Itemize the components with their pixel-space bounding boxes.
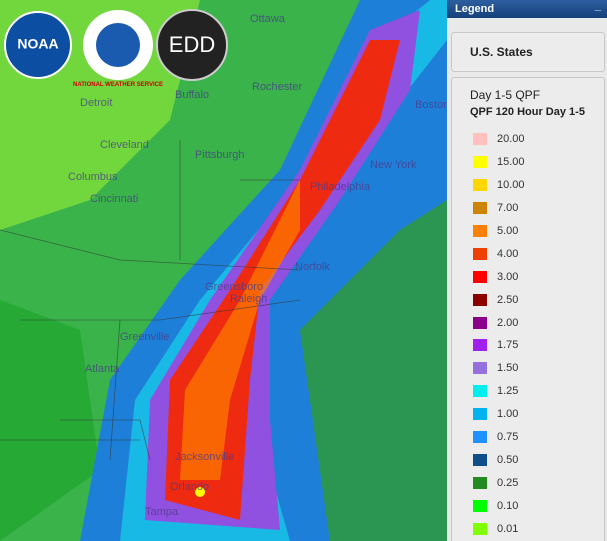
layer-name[interactable]: Day 1-5 QPF bbox=[470, 88, 541, 102]
legend-entry: 1.50 bbox=[473, 357, 525, 380]
city-label: Cincinnati bbox=[90, 193, 138, 205]
city-label: Orlando bbox=[170, 481, 209, 493]
legend-swatch bbox=[473, 293, 487, 306]
legend-label: 15.00 bbox=[497, 156, 525, 169]
legend-entry: 15.00 bbox=[473, 151, 525, 174]
legend-entry: 2.00 bbox=[473, 311, 525, 334]
legend-swatch bbox=[473, 408, 487, 421]
layer-box: Day 1-5 QPF QPF 120 Hour Day 1-5 20.00 15… bbox=[451, 77, 605, 541]
legend-label: 2.00 bbox=[497, 316, 519, 329]
legend-swatch bbox=[473, 522, 487, 535]
legend-swatch bbox=[473, 156, 487, 169]
legend-swatch bbox=[473, 431, 487, 444]
legend-swatch bbox=[473, 385, 487, 398]
noaa-text: NOAA bbox=[17, 36, 58, 52]
legend-entry: 0.50 bbox=[473, 448, 525, 471]
city-label: Pittsburgh bbox=[195, 149, 245, 161]
city-label: Greensboro bbox=[205, 281, 263, 293]
logos: NOAA NATIONAL WEATHER SERVICE EDD bbox=[4, 9, 228, 88]
legend-entry: 3.00 bbox=[473, 265, 525, 288]
legend-entry: 0.10 bbox=[473, 494, 525, 517]
legend-swatch bbox=[473, 133, 487, 146]
legend-panel: Legend _ U.S. States Day 1-5 QPF QPF 120 … bbox=[447, 0, 607, 541]
city-label: Greenville bbox=[120, 331, 170, 343]
legend-entry: 0.25 bbox=[473, 471, 525, 494]
city-label: Columbus bbox=[68, 171, 118, 183]
city-label: Atlanta bbox=[85, 363, 120, 375]
rain-area bbox=[0, 300, 100, 541]
legend-label: 7.00 bbox=[497, 202, 519, 215]
legend-entry: 1.25 bbox=[473, 380, 525, 403]
map: NOAA NATIONAL WEATHER SERVICE EDD Ottawa… bbox=[0, 0, 447, 541]
edd-text: EDD bbox=[169, 32, 215, 57]
legend-entry: 1.75 bbox=[473, 334, 525, 357]
layer-box: U.S. States bbox=[451, 32, 605, 72]
legend-entry: 5.00 bbox=[473, 220, 525, 243]
legend-label: 5.00 bbox=[497, 225, 519, 237]
legend-label: 1.75 bbox=[497, 339, 519, 352]
legend-swatch bbox=[473, 202, 487, 215]
city-label: Philadelphia bbox=[310, 181, 371, 193]
legend-label: 10.00 bbox=[497, 179, 525, 192]
legend-swatch bbox=[473, 225, 487, 237]
legend-label: 0.25 bbox=[497, 476, 519, 489]
legend-entry: 7.00 bbox=[473, 197, 525, 220]
legend-label: 1.25 bbox=[497, 385, 519, 398]
city-label: Detroit bbox=[80, 97, 112, 109]
layer-name[interactable]: U.S. States bbox=[470, 45, 533, 59]
legend-title: Legend bbox=[455, 3, 495, 15]
legend-entry: 1.00 bbox=[473, 403, 525, 426]
city-label: Cleveland bbox=[100, 139, 149, 151]
city-label: Raleigh bbox=[230, 293, 267, 305]
legend-label: 20.00 bbox=[497, 133, 525, 146]
city-label: Jacksonville bbox=[175, 451, 234, 463]
legend-swatch bbox=[473, 316, 487, 329]
city-label: Ottawa bbox=[250, 13, 286, 25]
legend-label: 3.00 bbox=[497, 270, 519, 283]
legend-label: 1.00 bbox=[497, 408, 519, 421]
legend-label: 4.00 bbox=[497, 247, 519, 260]
legend-swatch bbox=[473, 339, 487, 352]
legend-entry: 0.01 bbox=[473, 517, 525, 540]
legend-label: 0.75 bbox=[497, 431, 519, 444]
legend-swatch bbox=[473, 179, 487, 192]
city-label: New York bbox=[370, 159, 417, 171]
edd-logo bbox=[156, 9, 228, 81]
legend-swatch bbox=[473, 476, 487, 489]
legend-swatch bbox=[473, 270, 487, 283]
legend-entry: 2.50 bbox=[473, 288, 525, 311]
nws-inner bbox=[96, 23, 140, 67]
layer-subtitle: QPF 120 Hour Day 1-5 bbox=[470, 106, 585, 118]
legend-swatch bbox=[473, 362, 487, 375]
city-label: Tampa bbox=[145, 506, 179, 518]
legend-label: 0.50 bbox=[497, 453, 519, 466]
legend-swatch bbox=[473, 499, 487, 512]
city-label: Buffalo bbox=[175, 89, 209, 101]
rain-peak bbox=[195, 487, 205, 497]
nws-text: NATIONAL WEATHER SERVICE bbox=[73, 82, 163, 88]
city-label: Rochester bbox=[252, 81, 302, 93]
state-borders bbox=[0, 140, 301, 461]
rain-area bbox=[300, 200, 447, 541]
legend-entry: 0.75 bbox=[473, 426, 525, 449]
legend-label: 1.50 bbox=[497, 362, 519, 375]
city-labels: Ottawa Buffalo Rochester Detroit Clevela… bbox=[68, 13, 447, 518]
legend-label: 0.01 bbox=[497, 522, 519, 535]
legend-header: Legend _ bbox=[447, 0, 607, 18]
legend-swatch bbox=[473, 453, 487, 466]
minimize-button[interactable]: _ bbox=[594, 0, 601, 12]
legend-label: 2.50 bbox=[497, 293, 519, 306]
rain-area bbox=[180, 180, 300, 480]
legend-swatch bbox=[473, 247, 487, 260]
city-label: Norfolk bbox=[295, 261, 330, 273]
city-label: Boston bbox=[415, 99, 447, 111]
noaa-logo bbox=[4, 11, 72, 79]
legend-entry: 4.00 bbox=[473, 242, 525, 265]
legend-entry: 10.00 bbox=[473, 174, 525, 197]
legend-entries: 20.00 15.00 10.00 7.00 5.00 4.00 3.00 2.50 2.00 1… bbox=[473, 128, 525, 540]
legend-entry: 20.00 bbox=[473, 128, 525, 151]
legend-label: 0.10 bbox=[497, 499, 519, 512]
